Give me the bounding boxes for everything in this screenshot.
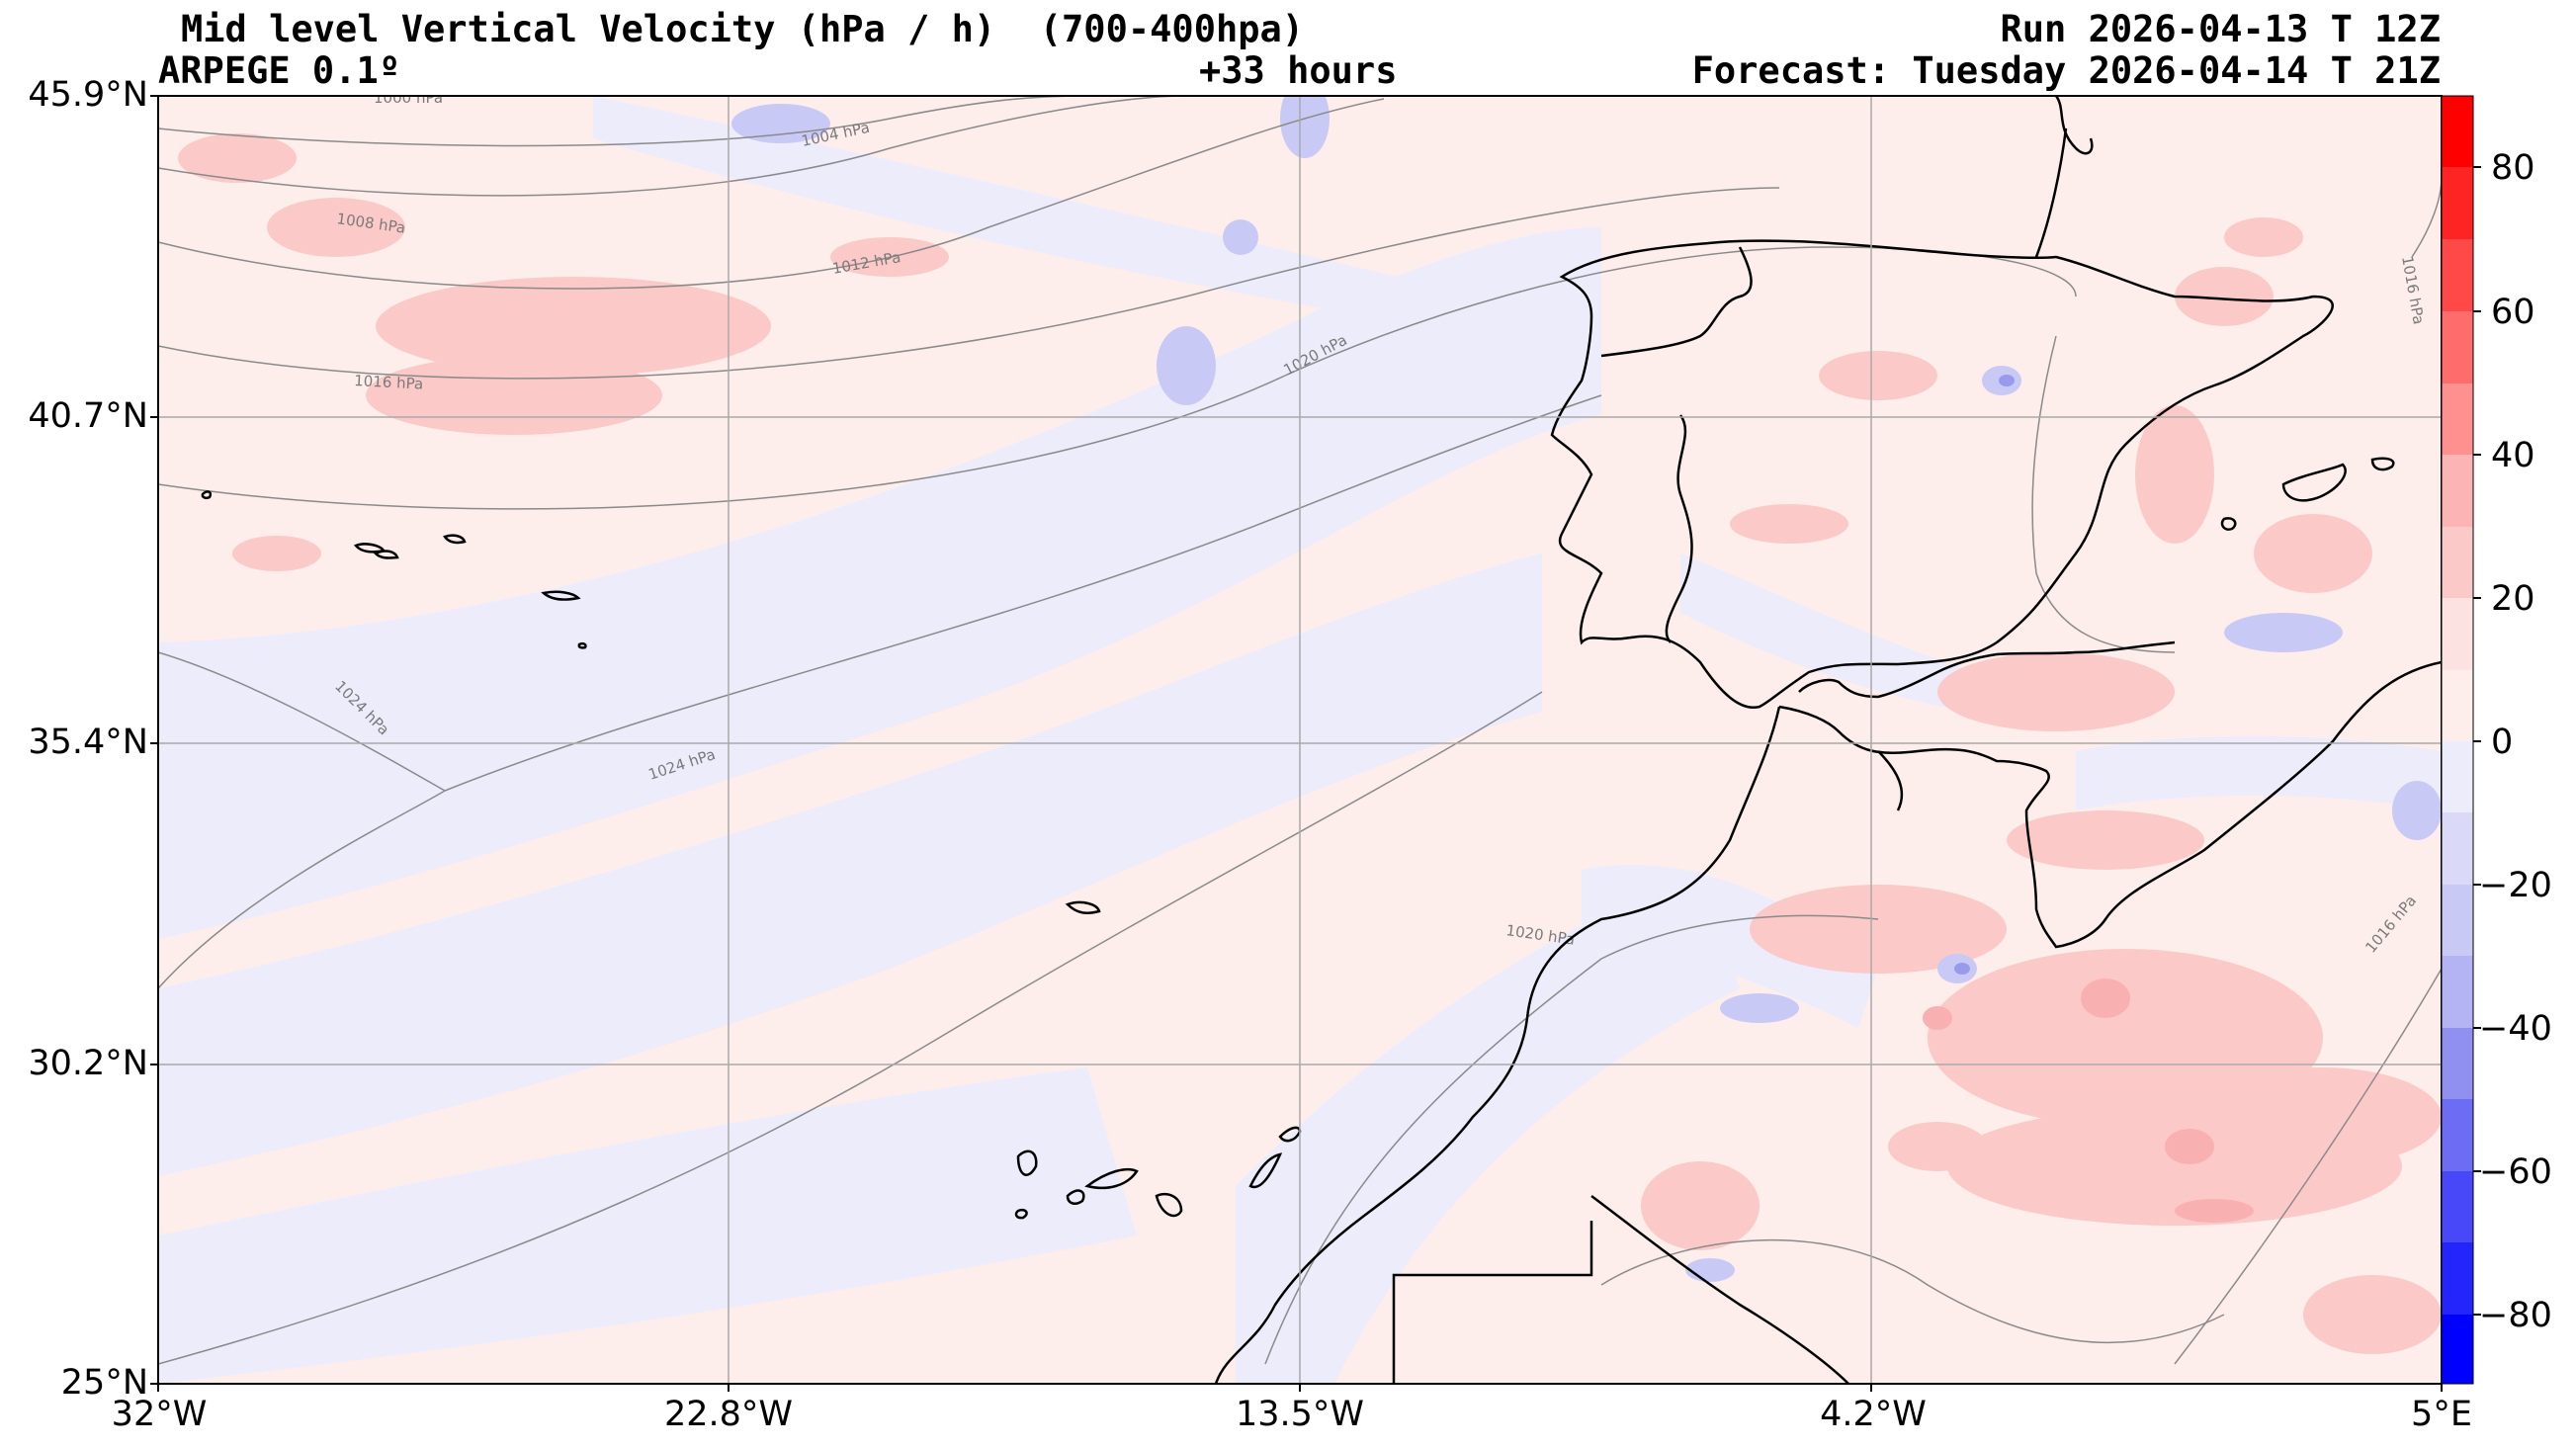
colorbar-tick-label: −40 <box>2479 1009 2552 1049</box>
isobar-label: 1016 hPa <box>354 372 424 393</box>
model-label: ARPEGE 0.1º <box>158 49 401 92</box>
lat-tick-label: 30.2°N <box>28 1044 148 1083</box>
lon-tick-label: 22.8°W <box>663 1395 794 1434</box>
forecast-label: Forecast: Tuesday 2026-04-14 T 21Z <box>1691 49 2441 92</box>
lat-tick-label: 40.7°N <box>28 396 148 436</box>
lead-time-label: +33 hours <box>1199 49 1398 92</box>
lon-tick-label: 4.2°W <box>1820 1395 1927 1434</box>
lat-tick-label: 45.9°N <box>28 75 148 115</box>
vertical-velocity-field: 1000 hPa 1004 hPa 1008 hPa 1012 hPa 1016… <box>158 89 2442 1384</box>
isobars <box>158 96 2442 1365</box>
colorbar-tick-label: −80 <box>2479 1296 2552 1335</box>
colorbar-tick-label: 60 <box>2491 293 2535 332</box>
lon-tick-label: 5°E <box>2411 1395 2472 1434</box>
colorbar-tick-label: −60 <box>2479 1152 2552 1192</box>
colorbar-tick-label: −20 <box>2479 866 2552 905</box>
coastlines <box>201 96 2442 1384</box>
colorbar <box>2441 95 2481 1385</box>
map-title: Mid level Vertical Velocity (hPa / h) (7… <box>181 8 1305 50</box>
lon-tick-label: 32°W <box>111 1395 208 1434</box>
axis-ticks <box>150 95 2443 1392</box>
colorbar-tick-label: 80 <box>2491 148 2535 188</box>
lat-tick-label: 25°N <box>60 1363 148 1403</box>
colorbar-tick-label: 20 <box>2491 579 2535 619</box>
lon-tick-label: 13.5°W <box>1235 1395 1365 1434</box>
colorbar-tick-label: 0 <box>2491 723 2514 762</box>
lat-tick-label: 35.4°N <box>28 723 148 762</box>
colorbar-tick-label: 40 <box>2491 436 2535 475</box>
run-label: Run 2026-04-13 T 12Z <box>2000 8 2441 50</box>
isobar-label: 1000 hPa <box>374 89 443 107</box>
graticule <box>158 96 2442 1384</box>
